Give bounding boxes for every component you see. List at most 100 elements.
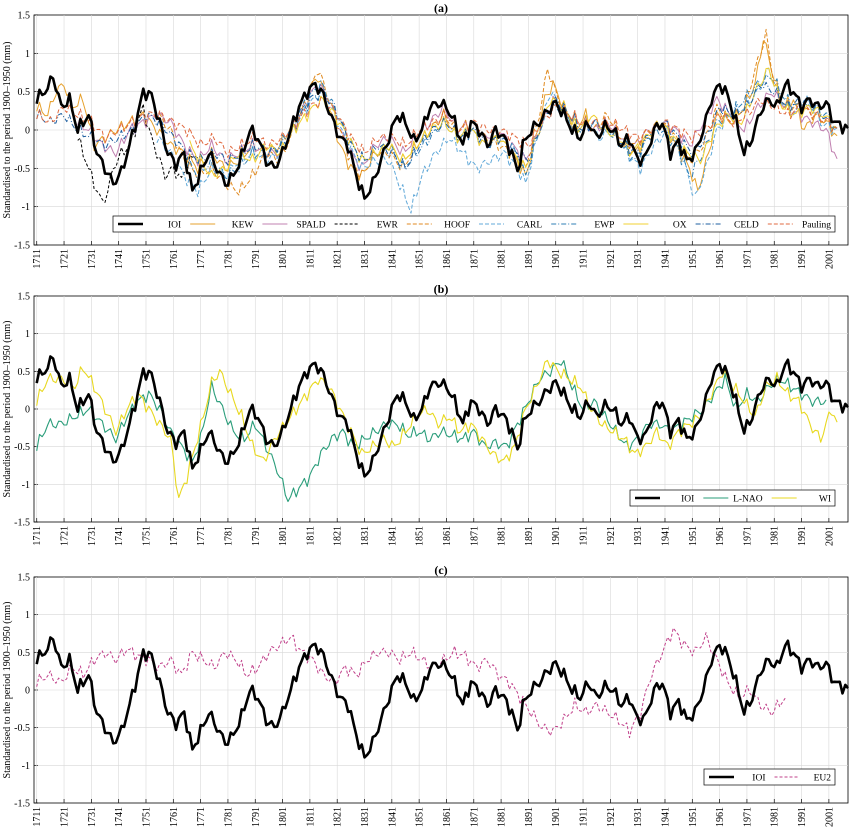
y-tick-label: 1 (25, 49, 30, 60)
x-tick-label: 1831 (360, 526, 371, 546)
y-tick-label: -1 (22, 761, 30, 772)
x-tick-label: 1771 (196, 249, 207, 269)
x-tick-label: 1851 (415, 526, 426, 546)
x-tick-label: 1851 (415, 807, 426, 827)
x-tick-label: 1951 (688, 249, 699, 269)
x-tick-label: 1791 (251, 526, 262, 546)
x-tick-label: 1981 (770, 249, 781, 269)
y-tick-label: 0 (25, 126, 30, 137)
x-tick-label: 1911 (579, 807, 590, 827)
y-axis-label: Standardised to the period 1900–1950 (mm… (2, 602, 13, 779)
y-tick-label: -1.5 (14, 799, 30, 810)
x-tick-label: 1911 (579, 526, 590, 546)
x-tick-label: 1931 (633, 249, 644, 269)
x-tick-label: 1931 (633, 807, 644, 827)
x-tick-label: 1991 (797, 526, 808, 546)
x-tick-label: 1751 (141, 249, 152, 269)
legend-label: CELD (734, 221, 759, 231)
y-tick-label: 1.5 (18, 292, 31, 303)
series-line-ioi (35, 355, 849, 478)
x-tick-label: 1761 (169, 807, 180, 827)
legend-box (629, 489, 836, 507)
series-line-ioi (35, 636, 849, 759)
series-line-ewp (186, 74, 838, 182)
legend: IOI EU2 (703, 768, 836, 786)
legend-label: CARL (517, 221, 543, 231)
x-tick-label: 1811 (305, 807, 316, 827)
legend-label: HOOF (444, 221, 470, 231)
y-tick-label: -0.5 (14, 723, 30, 734)
x-tick-label: 1891 (524, 526, 535, 546)
x-tick-label: 1711 (32, 807, 43, 827)
x-tick-label: 1901 (551, 807, 562, 827)
x-tick-label: 1721 (60, 807, 71, 827)
x-tick-label: 1971 (742, 807, 753, 827)
x-tick-label: 1881 (497, 249, 508, 269)
x-tick-label: 1871 (469, 249, 480, 269)
x-tick-label: 1911 (579, 249, 590, 269)
legend-label: IOI (168, 221, 181, 231)
x-tick-label: 1831 (360, 807, 371, 827)
x-tick-label: 1871 (469, 526, 480, 546)
x-tick-label: 1721 (60, 526, 71, 546)
x-tick-label: 2001 (824, 249, 835, 269)
x-tick-label: 1901 (551, 249, 562, 269)
x-tick-label: 1991 (797, 249, 808, 269)
legend-box (703, 768, 836, 786)
y-tick-label: 0 (25, 686, 30, 697)
x-tick-label: 1751 (141, 526, 152, 546)
x-tick-label: 1731 (87, 807, 98, 827)
x-tick-label: 1801 (278, 249, 289, 269)
legend-label: WI (819, 495, 831, 505)
x-tick-label: 1981 (770, 526, 781, 546)
legend-label: EWP (594, 221, 614, 231)
y-tick-label: 1.5 (18, 573, 31, 584)
legend-label: EWR (377, 221, 399, 231)
legend-label: IOI (681, 495, 694, 505)
x-tick-label: 1941 (660, 807, 671, 827)
x-tick-label: 1861 (442, 249, 453, 269)
chart-panel-c: (c) -1.5 -1 -0.5 0 0.5 1 1.5 1711 1721 1731 1741 175… (2, 563, 849, 827)
x-tick-label: 1791 (251, 249, 262, 269)
x-tick-label: 1841 (387, 526, 398, 546)
panel-title: (b) (434, 282, 449, 296)
legend: IOI L-NAO WI (629, 489, 836, 507)
x-tick-label: 1711 (32, 526, 43, 546)
x-tick-label: 1721 (60, 249, 71, 269)
x-tick-label: 1741 (114, 807, 125, 827)
y-tick-label: 0 (25, 405, 30, 416)
y-tick-label: -1 (22, 480, 30, 491)
x-tick-label: 1981 (770, 807, 781, 827)
y-tick-label: -1 (22, 202, 30, 213)
y-tick-label: 1 (25, 329, 30, 340)
y-tick-label: 0.5 (18, 367, 31, 378)
panel-title: (c) (434, 563, 447, 577)
x-tick-label: 1851 (415, 249, 426, 269)
x-tick-label: 1761 (169, 249, 180, 269)
x-tick-label: 1961 (715, 249, 726, 269)
x-tick-label: 1771 (196, 526, 207, 546)
x-tick-label: 1991 (797, 807, 808, 827)
x-tick-label: 1901 (551, 526, 562, 546)
chart-panel-b: (b) -1.5 -1 -0.5 0 0.5 1 1.5 1711 1721 1731 1741 175… (2, 282, 849, 546)
panel-title: (a) (434, 1, 448, 15)
x-tick-label: 1801 (278, 807, 289, 827)
x-tick-label: 1771 (196, 807, 207, 827)
x-tick-label: 1861 (442, 807, 453, 827)
x-tick-label: 1941 (660, 249, 671, 269)
x-tick-label: 1841 (387, 249, 398, 269)
y-tick-label: 1 (25, 610, 30, 621)
x-tick-label: 1951 (688, 526, 699, 546)
legend-label: EU2 (814, 774, 832, 784)
x-tick-label: 1741 (114, 249, 125, 269)
x-tick-label: 1941 (660, 526, 671, 546)
x-tick-label: 2001 (824, 526, 835, 546)
x-tick-label: 1731 (87, 249, 98, 269)
x-tick-label: 1961 (715, 807, 726, 827)
y-axis-label: Standardised to the period 1900–1950 (mm… (2, 42, 13, 219)
x-tick-label: 1831 (360, 249, 371, 269)
legend-label: IOI (752, 774, 765, 784)
x-tick-label: 1891 (524, 807, 535, 827)
x-tick-label: 1891 (524, 249, 535, 269)
